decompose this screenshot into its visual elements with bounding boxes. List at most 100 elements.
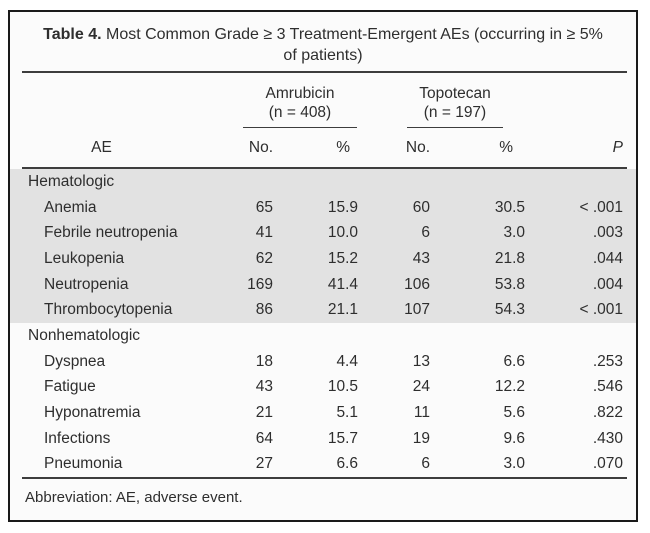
- table-row: Hyponatremia 21 5.1 11 5.6 .822: [10, 400, 636, 426]
- column-header-pct-amrubicin: %: [336, 138, 350, 156]
- amrubicin-no-cell: 43: [255, 378, 273, 396]
- topotecan-pct-cell: 21.8: [494, 249, 525, 267]
- topotecan-pct-cell: 54.3: [494, 301, 525, 319]
- amrubicin-no-cell: 65: [255, 198, 273, 216]
- amrubicin-no-cell: 21: [255, 404, 273, 422]
- topotecan-pct-cell: 5.6: [503, 404, 525, 422]
- p-value-cell: < .001: [579, 301, 623, 319]
- amrubicin-no-cell: 18: [255, 352, 273, 370]
- table-row: Fatigue 43 10.5 24 12.2 .546: [10, 375, 636, 401]
- amrubicin-no-cell: 62: [255, 249, 273, 267]
- amrubicin-pct-cell: 10.5: [327, 378, 358, 396]
- table-caption: Most Common Grade ≥ 3 Treatment-Emergent…: [105, 26, 603, 64]
- group-n-count: (n = 408): [268, 104, 332, 121]
- column-header-ae: AE: [91, 138, 112, 156]
- footnote-divider: [22, 477, 627, 480]
- ae-name-cell: Dyspnea: [44, 352, 106, 370]
- table-row: Pneumonia 27 6.6 6 3.0 .070: [10, 452, 636, 478]
- table-section: Hematologic Anemia 65 15.9 60 30.5 < .00…: [10, 169, 636, 324]
- amrubicin-pct-cell: 6.6: [336, 455, 358, 473]
- column-header-pct-topotecan: %: [499, 138, 513, 156]
- topotecan-no-cell: 24: [412, 378, 430, 396]
- table-section: Nonhematologic Dyspnea 18 4.4 13 6.6 .25…: [10, 323, 636, 477]
- p-value-cell: .430: [592, 429, 623, 447]
- p-value-cell: .070: [592, 455, 623, 473]
- amrubicin-pct-cell: 10.0: [327, 224, 358, 242]
- table-number-label: Table 4.: [43, 26, 102, 43]
- amrubicin-pct-cell: 15.2: [327, 249, 358, 267]
- amrubicin-no-cell: 86: [255, 301, 273, 319]
- column-header-p-value: P: [612, 138, 623, 156]
- p-value-cell: .003: [592, 224, 623, 242]
- ae-name-cell: Infections: [44, 429, 111, 447]
- table-row: Febrile neutropenia 41 10.0 6 3.0 .003: [10, 220, 636, 246]
- ae-name-cell: Febrile neutropenia: [44, 224, 178, 242]
- footnote: Abbreviation: AE, adverse event.: [25, 489, 243, 507]
- topotecan-pct-cell: 3.0: [503, 224, 525, 242]
- topotecan-pct-cell: 3.0: [503, 455, 525, 473]
- table-row: Leukopenia 62 15.2 43 21.8 .044: [10, 246, 636, 272]
- column-header-no-topotecan: No.: [405, 138, 430, 156]
- group-header-amrubicin: Amrubicin (n = 408): [243, 84, 357, 128]
- topotecan-pct-cell: 30.5: [494, 198, 525, 216]
- section-label: Nonhematologic: [28, 326, 141, 344]
- amrubicin-pct-cell: 21.1: [327, 301, 358, 319]
- group-name: Amrubicin: [265, 85, 335, 102]
- section-label: Hematologic: [28, 172, 115, 190]
- amrubicin-pct-cell: 41.4: [327, 275, 358, 293]
- amrubicin-no-cell: 41: [255, 224, 273, 242]
- table-row: Infections 64 15.7 19 9.6 .430: [10, 426, 636, 452]
- column-header-no-amrubicin: No.: [248, 138, 273, 156]
- table-row: Neutropenia 169 41.4 106 53.8 .004: [10, 272, 636, 298]
- table-row: Dyspnea 18 4.4 13 6.6 .253: [10, 349, 636, 375]
- section-header-row: Hematologic: [10, 169, 636, 195]
- table-row: Thrombocytopenia 86 21.1 107 54.3 < .001: [10, 297, 636, 323]
- amrubicin-pct-cell: 15.9: [327, 198, 358, 216]
- ae-name-cell: Pneumonia: [44, 455, 123, 473]
- topotecan-no-cell: 13: [412, 352, 430, 370]
- p-value-cell: < .001: [579, 198, 623, 216]
- ae-name-cell: Leukopenia: [44, 249, 125, 267]
- group-header-topotecan: Topotecan (n = 197): [407, 84, 503, 128]
- p-value-cell: .822: [592, 404, 623, 422]
- table-title: Table 4. Most Common Grade ≥ 3 Treatment…: [10, 12, 636, 66]
- topotecan-pct-cell: 6.6: [503, 352, 525, 370]
- ae-name-cell: Thrombocytopenia: [44, 301, 173, 319]
- column-header-row: AE No. % No. % P: [10, 128, 636, 167]
- topotecan-no-cell: 6: [421, 224, 430, 242]
- topotecan-no-cell: 11: [413, 404, 430, 422]
- amrubicin-pct-cell: 15.7: [327, 429, 358, 447]
- p-value-cell: .004: [592, 275, 623, 293]
- ae-name-cell: Anemia: [44, 198, 97, 216]
- p-value-cell: .253: [592, 352, 623, 370]
- column-group-header-row: Amrubicin (n = 408) Topotecan (n = 197): [10, 84, 636, 128]
- topotecan-no-cell: 43: [412, 249, 430, 267]
- table-card: Table 4. Most Common Grade ≥ 3 Treatment…: [8, 10, 638, 522]
- ae-name-cell: Fatigue: [44, 378, 96, 396]
- topotecan-no-cell: 107: [404, 301, 430, 319]
- table-body: Hematologic Anemia 65 15.9 60 30.5 < .00…: [10, 169, 636, 477]
- ae-name-cell: Neutropenia: [44, 275, 129, 293]
- topotecan-no-cell: 60: [412, 198, 430, 216]
- topotecan-no-cell: 19: [412, 429, 430, 447]
- topotecan-pct-cell: 9.6: [503, 429, 525, 447]
- group-name: Topotecan: [419, 85, 491, 102]
- p-value-cell: .044: [592, 249, 623, 267]
- topotecan-pct-cell: 53.8: [494, 275, 525, 293]
- header-divider: [22, 167, 627, 169]
- table-title-text: Table 4. Most Common Grade ≥ 3 Treatment…: [36, 24, 610, 66]
- title-divider: [22, 71, 627, 73]
- amrubicin-no-cell: 27: [255, 455, 273, 473]
- table-row: Anemia 65 15.9 60 30.5 < .001: [10, 195, 636, 221]
- amrubicin-pct-cell: 5.1: [336, 404, 358, 422]
- ae-name-cell: Hyponatremia: [44, 404, 141, 422]
- amrubicin-pct-cell: 4.4: [336, 352, 358, 370]
- topotecan-no-cell: 106: [404, 275, 430, 293]
- amrubicin-no-cell: 64: [255, 429, 273, 447]
- amrubicin-no-cell: 169: [247, 275, 273, 293]
- topotecan-no-cell: 6: [421, 455, 430, 473]
- section-header-row: Nonhematologic: [10, 323, 636, 349]
- p-value-cell: .546: [592, 378, 623, 396]
- topotecan-pct-cell: 12.2: [494, 378, 525, 396]
- group-n-count: (n = 197): [423, 104, 487, 121]
